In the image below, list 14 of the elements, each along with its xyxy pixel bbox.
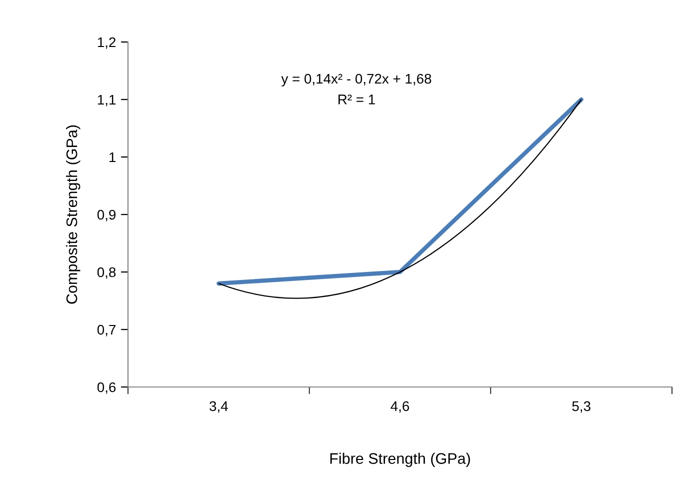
y-tick-label: 0,9 (97, 210, 116, 222)
annotation: R² = 1 (338, 94, 375, 104)
y-tick-label: 0,7 (97, 324, 116, 336)
y-tick-label: 0,8 (97, 267, 116, 279)
x-tick-label: 3,4 (210, 401, 228, 413)
y-tick-label: 1,1 (98, 94, 116, 106)
x-tick-label: 4,6 (390, 401, 410, 413)
annotation: y = 0,14x² - 0,72x + 1,68 (281, 74, 432, 86)
y-tick-label: 1 (110, 152, 116, 162)
x-axis-title: Fibre Strength (GPa) (330, 452, 470, 467)
y-axis-title: Composite Strength (GPa) (66, 125, 80, 304)
y-tick-label: 0,6 (97, 382, 116, 394)
x-tick-label: 5,3 (572, 401, 590, 413)
y-tick-label: 1,2 (98, 37, 116, 49)
